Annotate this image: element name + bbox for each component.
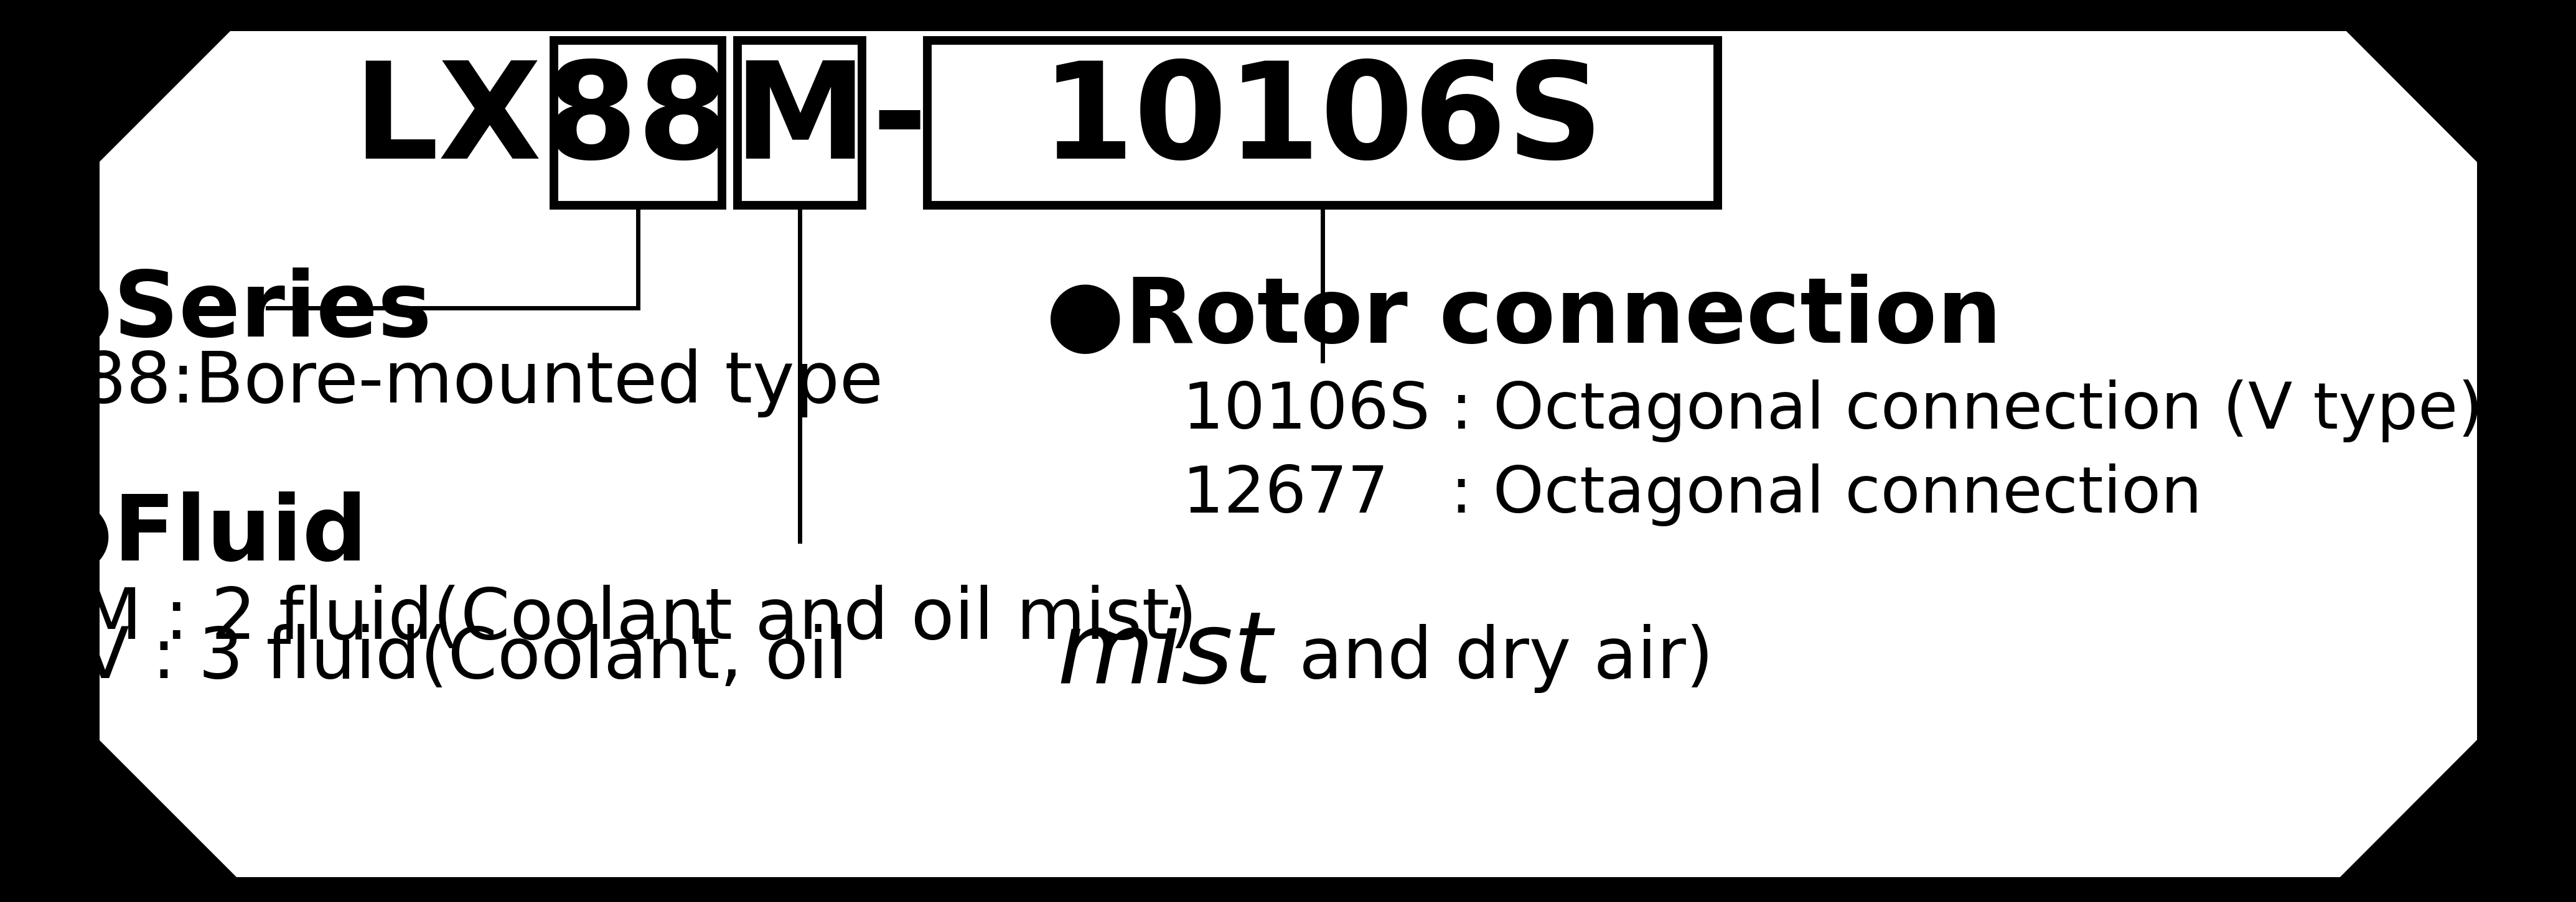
Text: V : 3 fluid(Coolant, oil: V : 3 fluid(Coolant, oil — [80, 624, 871, 693]
Text: M: M — [734, 56, 866, 187]
Text: ●Rotor connection: ●Rotor connection — [1046, 273, 2002, 362]
Text: 88: 88 — [544, 56, 732, 187]
Text: LX: LX — [353, 56, 541, 187]
Polygon shape — [2316, 0, 2576, 262]
Polygon shape — [0, 0, 260, 262]
Bar — [737, 41, 863, 206]
Bar — [554, 41, 721, 206]
Polygon shape — [0, 640, 260, 902]
Text: 12677   : Octagonal connection: 12677 : Octagonal connection — [1182, 464, 2202, 526]
Text: 10106S : Octagonal connection (V type): 10106S : Octagonal connection (V type) — [1182, 380, 2483, 442]
Polygon shape — [2316, 640, 2576, 902]
Text: M : 2 fluid(Coolant and oil mist): M : 2 fluid(Coolant and oil mist) — [80, 584, 1198, 654]
Text: ●Fluid: ●Fluid — [33, 492, 368, 579]
Text: and dry air): and dry air) — [1275, 624, 1713, 693]
Text: 88:Bore-mounted type: 88:Bore-mounted type — [80, 348, 884, 418]
Text: -: - — [871, 56, 927, 187]
Text: mist: mist — [1056, 607, 1273, 704]
Text: 10106S: 10106S — [1041, 56, 1605, 187]
Bar — [927, 41, 1718, 206]
Text: ●Series: ●Series — [33, 268, 433, 355]
